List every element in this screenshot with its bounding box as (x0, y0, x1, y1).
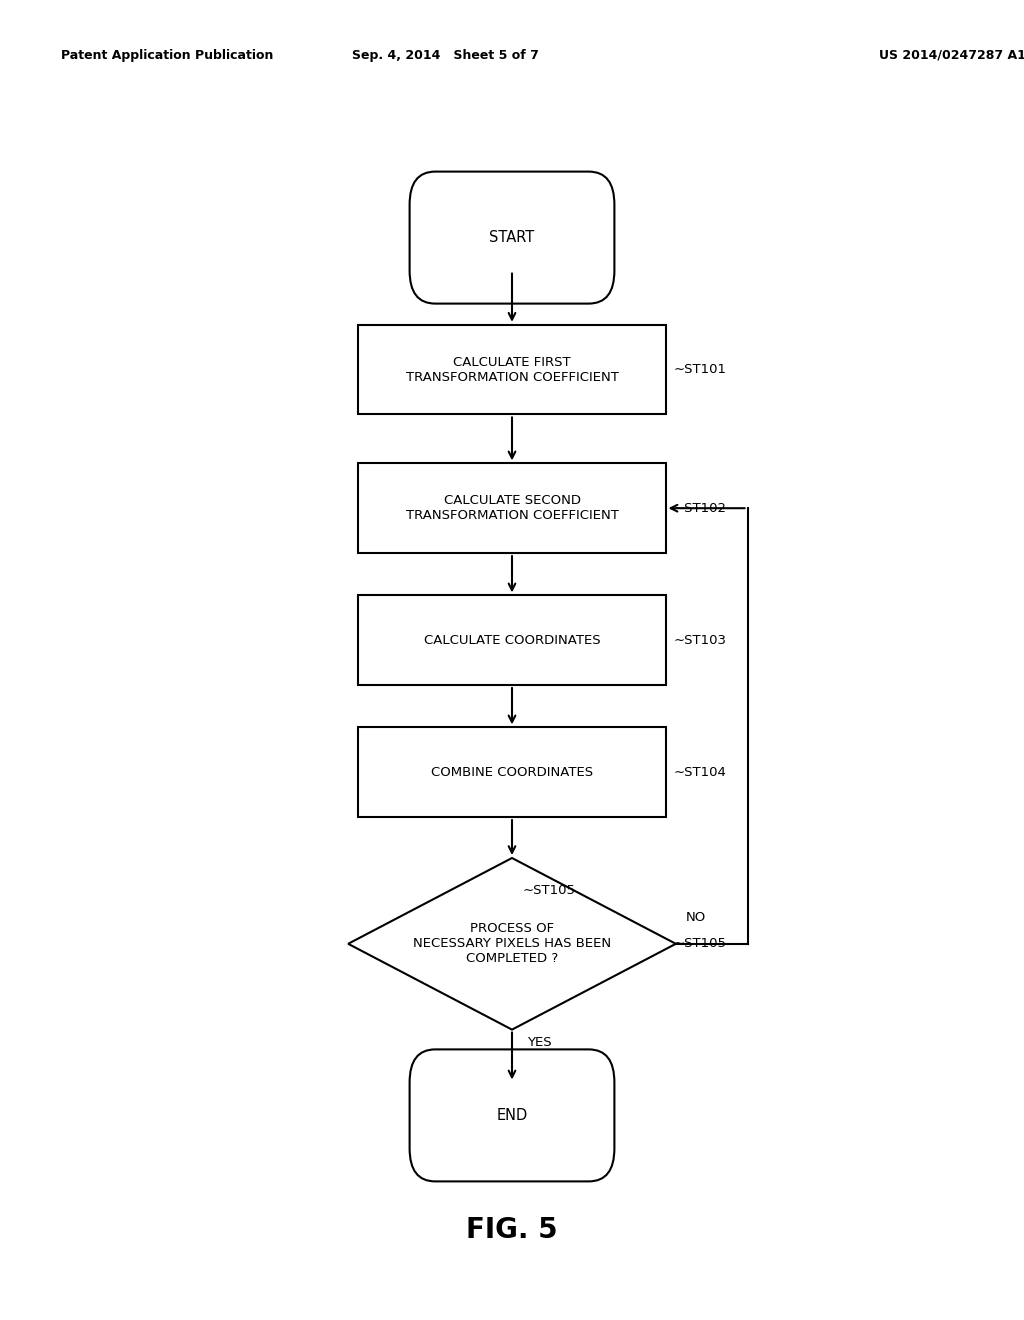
Text: END: END (497, 1107, 527, 1123)
Text: FIG. 5: FIG. 5 (466, 1216, 558, 1245)
Text: ∼ST104: ∼ST104 (674, 766, 727, 779)
Bar (358, 325, 666, 414)
Text: YES: YES (527, 1036, 552, 1049)
Text: NO: NO (686, 911, 707, 924)
Text: ∼ST101: ∼ST101 (674, 363, 727, 376)
FancyBboxPatch shape (410, 172, 614, 304)
Text: ∼ST105: ∼ST105 (522, 883, 575, 896)
Text: ∼ST103: ∼ST103 (674, 634, 727, 647)
Bar (358, 595, 666, 685)
Text: ∼ST102: ∼ST102 (674, 502, 727, 515)
Text: Patent Application Publication: Patent Application Publication (61, 49, 273, 62)
Text: START: START (489, 230, 535, 246)
Text: Sep. 4, 2014   Sheet 5 of 7: Sep. 4, 2014 Sheet 5 of 7 (352, 49, 539, 62)
FancyBboxPatch shape (410, 1049, 614, 1181)
Bar (358, 463, 666, 553)
Bar (358, 727, 666, 817)
Polygon shape (348, 858, 676, 1030)
Text: CALCULATE SECOND
TRANSFORMATION COEFFICIENT: CALCULATE SECOND TRANSFORMATION COEFFICI… (406, 494, 618, 523)
Text: US 2014/0247287 A1: US 2014/0247287 A1 (879, 49, 1024, 62)
Text: PROCESS OF
NECESSARY PIXELS HAS BEEN
COMPLETED ?: PROCESS OF NECESSARY PIXELS HAS BEEN COM… (413, 923, 611, 965)
Text: CALCULATE COORDINATES: CALCULATE COORDINATES (424, 634, 600, 647)
Text: ∼ST105: ∼ST105 (674, 937, 727, 950)
Text: COMBINE COORDINATES: COMBINE COORDINATES (431, 766, 593, 779)
Text: CALCULATE FIRST
TRANSFORMATION COEFFICIENT: CALCULATE FIRST TRANSFORMATION COEFFICIE… (406, 355, 618, 384)
